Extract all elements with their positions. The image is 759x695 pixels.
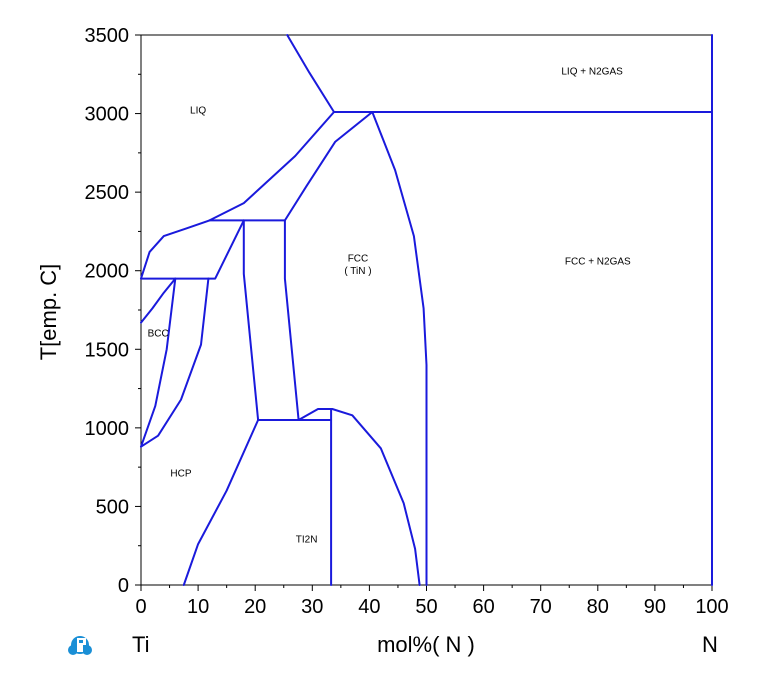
phase-boundary-line [140,277,210,448]
y-tick-label: 500 [96,496,129,518]
region-label: FCC [348,253,369,264]
x-tick-label: 0 [135,596,146,618]
region-label: TI2N [296,535,318,546]
y-tick-label: 1000 [85,418,130,440]
region-label: ( TiN ) [344,266,371,277]
x-tick-label: 70 [530,596,552,618]
region-label: BCC [148,329,169,340]
x-tick-label: 30 [301,596,323,618]
phase-boundary-line [140,219,211,280]
axes: 0 10 20 30 40 50 60 70 80 90 100050010001500200025… [85,25,729,618]
x-tick-label: 100 [695,596,728,618]
phase-boundary-line [208,111,335,222]
x-tick-label: 10 [187,596,209,618]
y-tick-label: 3000 [85,104,130,126]
region-label: LIQ + N2GAS [561,66,623,77]
region-label: HCP [170,469,191,480]
y-tick-label: 2500 [85,182,130,204]
y-tick-label: 0 [118,575,129,597]
x-tick-label: 80 [587,596,609,618]
x-left-component-label: Ti [132,632,150,657]
x-right-component-label: N [702,632,718,657]
x-tick-label: 40 [358,596,380,618]
phase-boundary-line [283,219,300,421]
x-tick-label: 50 [415,596,437,618]
phase-boundary-line [140,277,177,324]
region-label: FCC + N2GAS [565,256,631,267]
phase-boundaries [140,34,713,586]
phase-boundary-line [182,419,260,586]
region-label: LIQ [190,106,206,117]
y-tick-label: 1500 [85,339,130,361]
phase-boundary-line [283,111,374,222]
y-tick-label: 2000 [85,261,130,283]
x-tick-label: 20 [244,596,266,618]
region-labels: LIQ LIQ + N2GAS FCC ( TiN ) FCC + N2GAS BCC HC… [148,66,631,545]
x-axis-label: mol%( N ) [377,632,475,657]
phase-boundary-line [140,277,177,448]
phase-boundary-line [371,111,428,586]
x-tick-label: 90 [644,596,666,618]
phase-boundary-line [297,408,421,586]
logo-icon [68,636,92,655]
phase-boundary-line [242,219,260,421]
y-axis-label: T[emp. C] [36,264,61,361]
x-tick-label: 60 [472,596,494,618]
y-tick-label: 3500 [85,25,130,47]
phase-boundary-line [207,219,245,280]
phase-boundary-line [286,34,335,113]
